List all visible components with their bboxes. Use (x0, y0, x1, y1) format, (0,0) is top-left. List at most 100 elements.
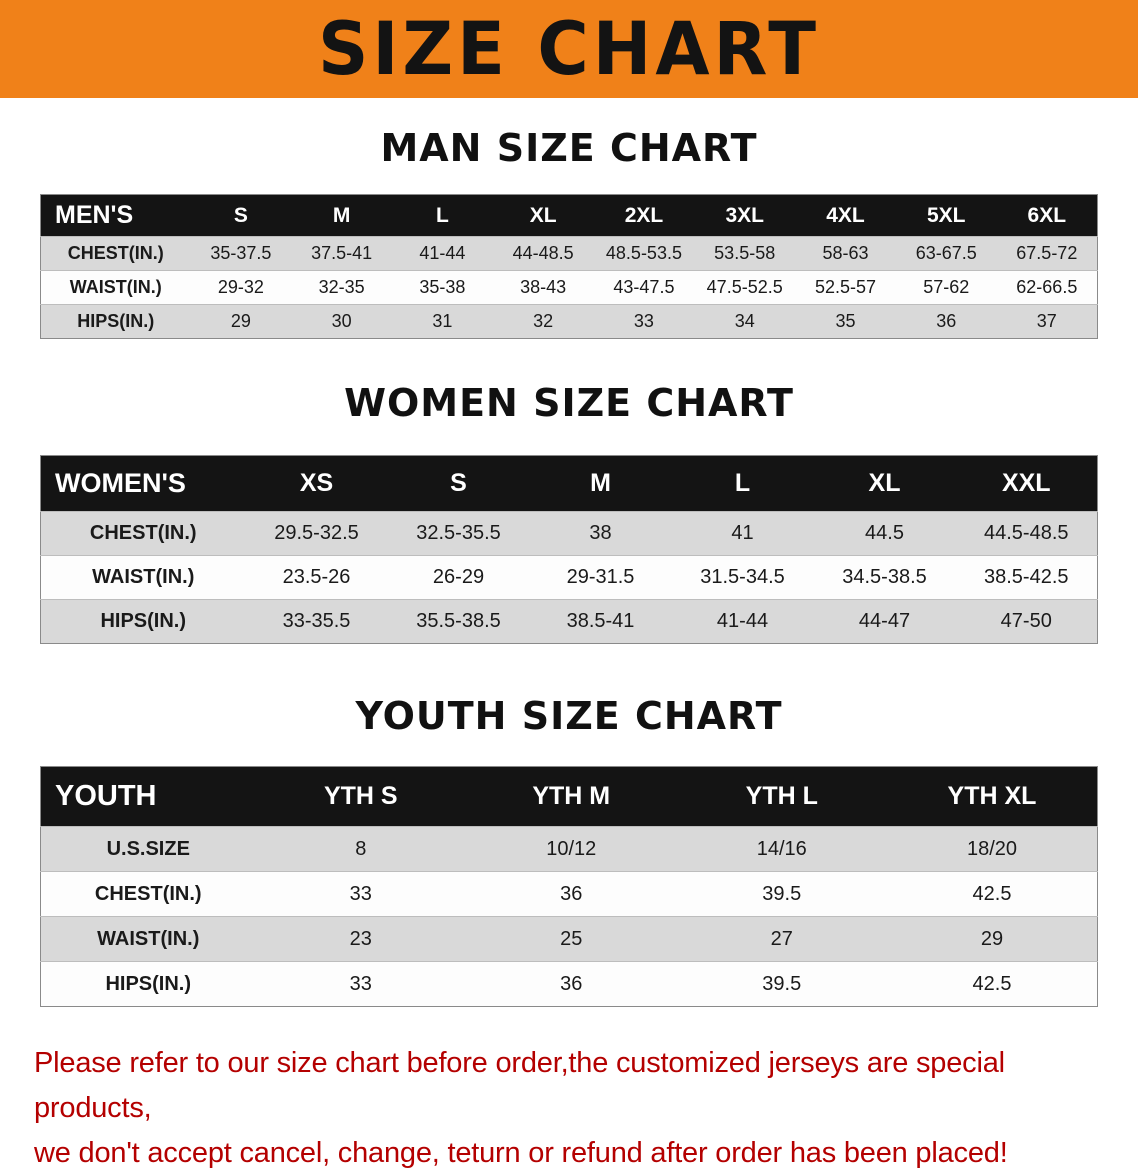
size-value-cell: 10/12 (546, 837, 597, 860)
size-value-cell: 38-43 (520, 277, 567, 297)
size-value-cell: 33 (349, 882, 372, 905)
table-corner-label: WOMEN'S (55, 468, 186, 498)
size-value-cell: 34.5-38.5 (842, 566, 927, 588)
size-value-cell: 42.5 (972, 972, 1012, 995)
youth-size-chart-section: YOUTH SIZE CHART YOUTH YTH S YTH M YTH L YTH… (0, 694, 1138, 1007)
size-value-cell: 43-47.5 (613, 277, 675, 297)
size-column-header: 6XL (1027, 203, 1067, 227)
size-column-header: L (436, 203, 449, 227)
size-value-cell: 53.5-58 (714, 243, 776, 263)
size-column-header: XXL (1001, 469, 1051, 497)
size-column-header: 3XL (725, 203, 764, 227)
size-value-cell: 26-29 (432, 566, 485, 588)
size-column-header: L (734, 469, 751, 497)
size-value-cell: 27 (770, 927, 793, 950)
size-value-cell: 44.5 (865, 522, 904, 544)
table-row: HIPS(IN.) 29 30 31 32 33 34 35 36 37 (40, 304, 1098, 339)
man-size-chart-section: MAN SIZE CHART MEN'S S M L XL 2XL 3XL 4XL 5XL 6XL… (0, 126, 1138, 339)
row-label: HIPS(IN.) (105, 972, 192, 995)
row-label: CHEST(IN.) (67, 243, 164, 263)
size-value-cell: 29 (980, 927, 1004, 950)
size-column-header: 4XL (826, 203, 865, 227)
size-value-cell: 35 (835, 311, 856, 331)
row-label: U.S.SIZE (106, 837, 190, 860)
row-label: HIPS(IN.) (100, 610, 187, 632)
size-value-cell: 29 (230, 311, 251, 331)
row-label: WAIST(IN.) (92, 566, 195, 588)
disclaimer-text: Please refer to our size chart before or… (34, 1047, 1008, 1169)
size-value-cell: 29-31.5 (566, 566, 635, 588)
size-value-cell: 67.5-72 (1016, 243, 1078, 263)
row-label: CHEST(IN.) (94, 882, 202, 905)
size-value-cell: 47.5-52.5 (706, 277, 783, 297)
table-row: CHEST(IN.) 29.5-32.5 32.5-35.5 38 41 44.5 44.5… (40, 511, 1098, 556)
size-value-cell: 34 (734, 311, 755, 331)
size-value-cell: 25 (560, 927, 583, 950)
women-size-chart-section: WOMEN SIZE CHART WOMEN'S XS S M L XL XXL CHEST… (0, 381, 1138, 644)
size-column-header: XS (299, 469, 334, 497)
size-value-cell: 57-62 (923, 277, 970, 297)
page-title: SIZE CHART (317, 5, 821, 93)
table-row: CHEST(IN.) 35-37.5 37.5-41 41-44 44-48.5 48.5… (40, 236, 1098, 271)
table-corner-label: MEN'S (55, 201, 134, 229)
row-label: WAIST(IN.) (69, 277, 162, 297)
size-value-cell: 48.5-53.5 (605, 243, 682, 263)
size-column-header: S (233, 203, 248, 227)
size-value-cell: 38.5-42.5 (983, 566, 1069, 588)
size-value-cell: 29.5-32.5 (274, 522, 359, 544)
man-size-table: MEN'S S M L XL 2XL 3XL 4XL 5XL 6XL CHEST(IN.) 35-3… (40, 194, 1098, 339)
size-column-header: 2XL (624, 203, 664, 227)
youth-section-heading: YOUTH SIZE CHART (355, 694, 783, 738)
row-label: HIPS(IN.) (77, 311, 155, 331)
table-corner-label: YOUTH (55, 780, 157, 812)
row-label: CHEST(IN.) (89, 522, 197, 544)
banner: SIZE CHART (0, 0, 1138, 98)
size-value-cell: 38 (589, 522, 612, 544)
table-header-row: MEN'S S M L XL 2XL 3XL 4XL 5XL 6XL (40, 194, 1098, 237)
size-value-cell: 36 (560, 882, 583, 905)
size-value-cell: 14/16 (756, 837, 807, 860)
row-label: WAIST(IN.) (97, 927, 200, 950)
size-column-header: YTH L (745, 782, 818, 810)
women-size-table: WOMEN'S XS S M L XL XXL CHEST(IN.) 29.5-32.5 32.… (40, 455, 1098, 644)
table-row: WAIST(IN.) 23 25 27 29 (40, 916, 1098, 962)
size-value-cell: 8 (355, 837, 367, 860)
size-column-header: XL (868, 469, 901, 497)
size-value-cell: 44-47 (858, 610, 911, 632)
youth-size-table: YOUTH YTH S YTH M YTH L YTH XL U.S.SIZE 8 10/1… (40, 766, 1098, 1007)
size-value-cell: 31 (432, 311, 453, 331)
size-value-cell: 37 (1036, 311, 1057, 331)
size-value-cell: 35-38 (419, 277, 466, 297)
size-value-cell: 52.5-57 (814, 277, 876, 297)
size-value-cell: 33 (349, 972, 372, 995)
size-value-cell: 44-48.5 (512, 243, 574, 263)
size-value-cell: 23.5-26 (282, 566, 351, 588)
size-value-cell: 35.5-38.5 (416, 610, 501, 632)
size-value-cell: 39.5 (762, 972, 802, 995)
size-value-cell: 62-66.5 (1016, 277, 1078, 297)
size-value-cell: 32-35 (318, 277, 365, 297)
size-value-cell: 30 (331, 311, 352, 331)
size-value-cell: 23 (349, 927, 372, 950)
size-value-cell: 42.5 (972, 882, 1012, 905)
size-value-cell: 41-44 (716, 610, 769, 632)
size-value-cell: 44.5-48.5 (983, 522, 1069, 544)
size-value-cell: 32.5-35.5 (416, 522, 501, 544)
size-value-cell: 31.5-34.5 (700, 566, 785, 588)
women-section-heading: WOMEN SIZE CHART (344, 381, 794, 425)
size-value-cell: 18/20 (966, 837, 1018, 860)
size-column-header: YTH XL (947, 782, 1037, 810)
size-column-header: S (450, 469, 467, 497)
size-value-cell: 36 (936, 311, 957, 331)
table-row: HIPS(IN.) 33-35.5 35.5-38.5 38.5-41 41-44 44-… (40, 599, 1098, 644)
size-column-header: M (332, 203, 351, 227)
size-value-cell: 47-50 (1000, 610, 1052, 632)
size-value-cell: 33-35.5 (282, 610, 351, 632)
table-row: WAIST(IN.) 29-32 32-35 35-38 38-43 43-47.5 47.… (40, 270, 1098, 305)
size-column-header: XL (529, 203, 557, 227)
size-column-header: 5XL (926, 203, 966, 227)
size-value-cell: 32 (533, 311, 554, 331)
size-value-cell: 58-63 (822, 243, 869, 263)
table-header-row: YOUTH YTH S YTH M YTH L YTH XL (40, 766, 1098, 827)
